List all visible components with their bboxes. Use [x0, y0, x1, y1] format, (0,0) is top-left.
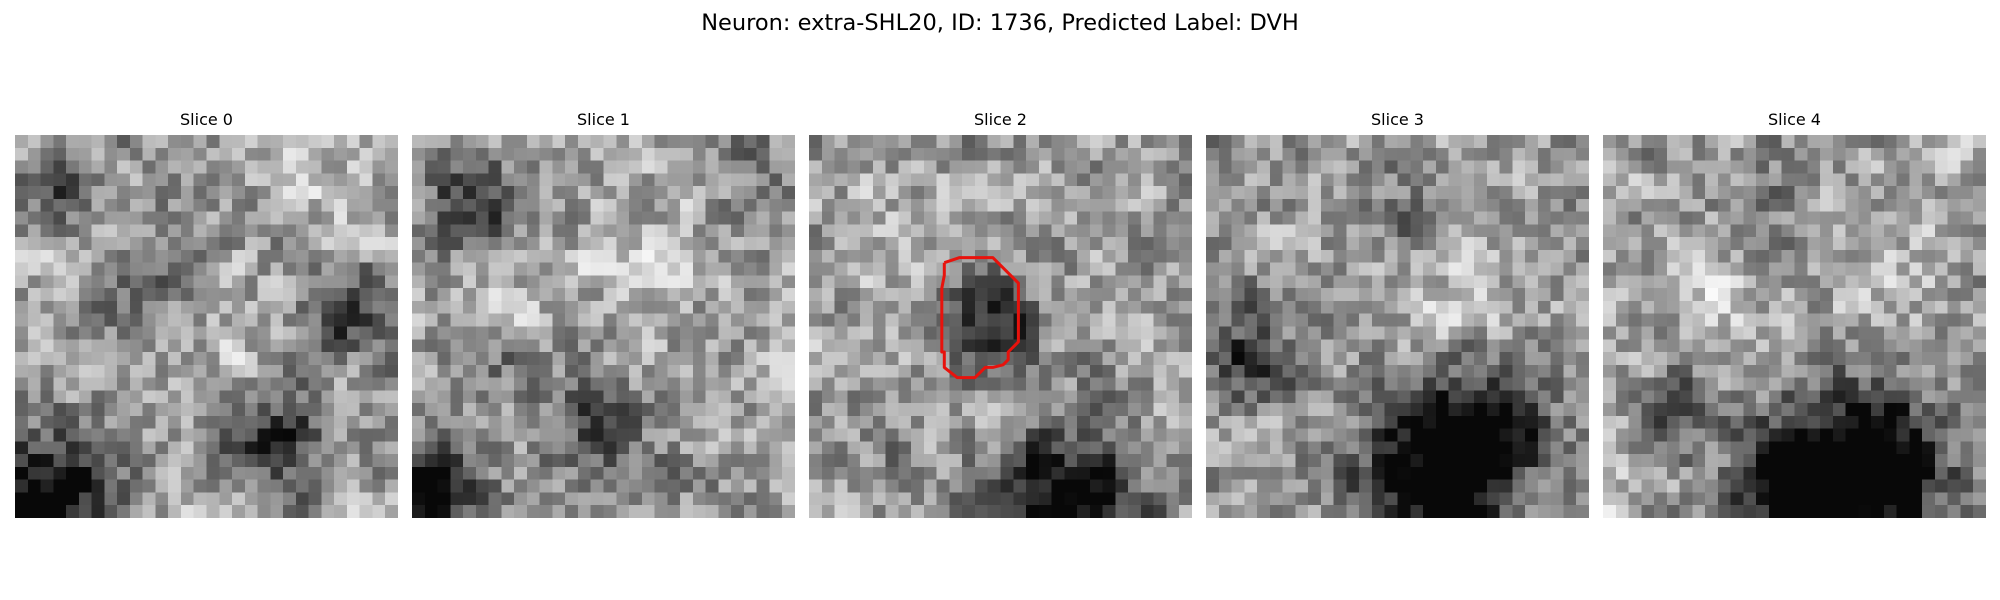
slice-pixels — [412, 135, 795, 518]
slice-title: Slice 1 — [577, 110, 630, 129]
figure-title: Neuron: extra-SHL20, ID: 1736, Predicted… — [701, 10, 1299, 36]
slice-image — [1206, 135, 1589, 518]
slice-pixels — [1603, 135, 1986, 518]
slice-title: Slice 0 — [180, 110, 233, 129]
slice-pixels — [1206, 135, 1589, 518]
slice-panel-2: Slice 2 — [809, 110, 1192, 518]
slice-panel-4: Slice 4 — [1603, 110, 1986, 518]
slice-title: Slice 2 — [974, 110, 1027, 129]
slice-panel-1: Slice 1 — [412, 110, 795, 518]
slice-panel-3: Slice 3 — [1206, 110, 1589, 518]
slice-image — [809, 135, 1192, 518]
slice-title: Slice 4 — [1768, 110, 1821, 129]
slice-image — [1603, 135, 1986, 518]
slice-title: Slice 3 — [1371, 110, 1424, 129]
slice-image — [412, 135, 795, 518]
slice-pixels — [809, 135, 1192, 518]
slice-image — [15, 135, 398, 518]
slice-panel-0: Slice 0 — [15, 110, 398, 518]
slice-pixels — [15, 135, 398, 518]
roi-contour — [940, 256, 1020, 380]
